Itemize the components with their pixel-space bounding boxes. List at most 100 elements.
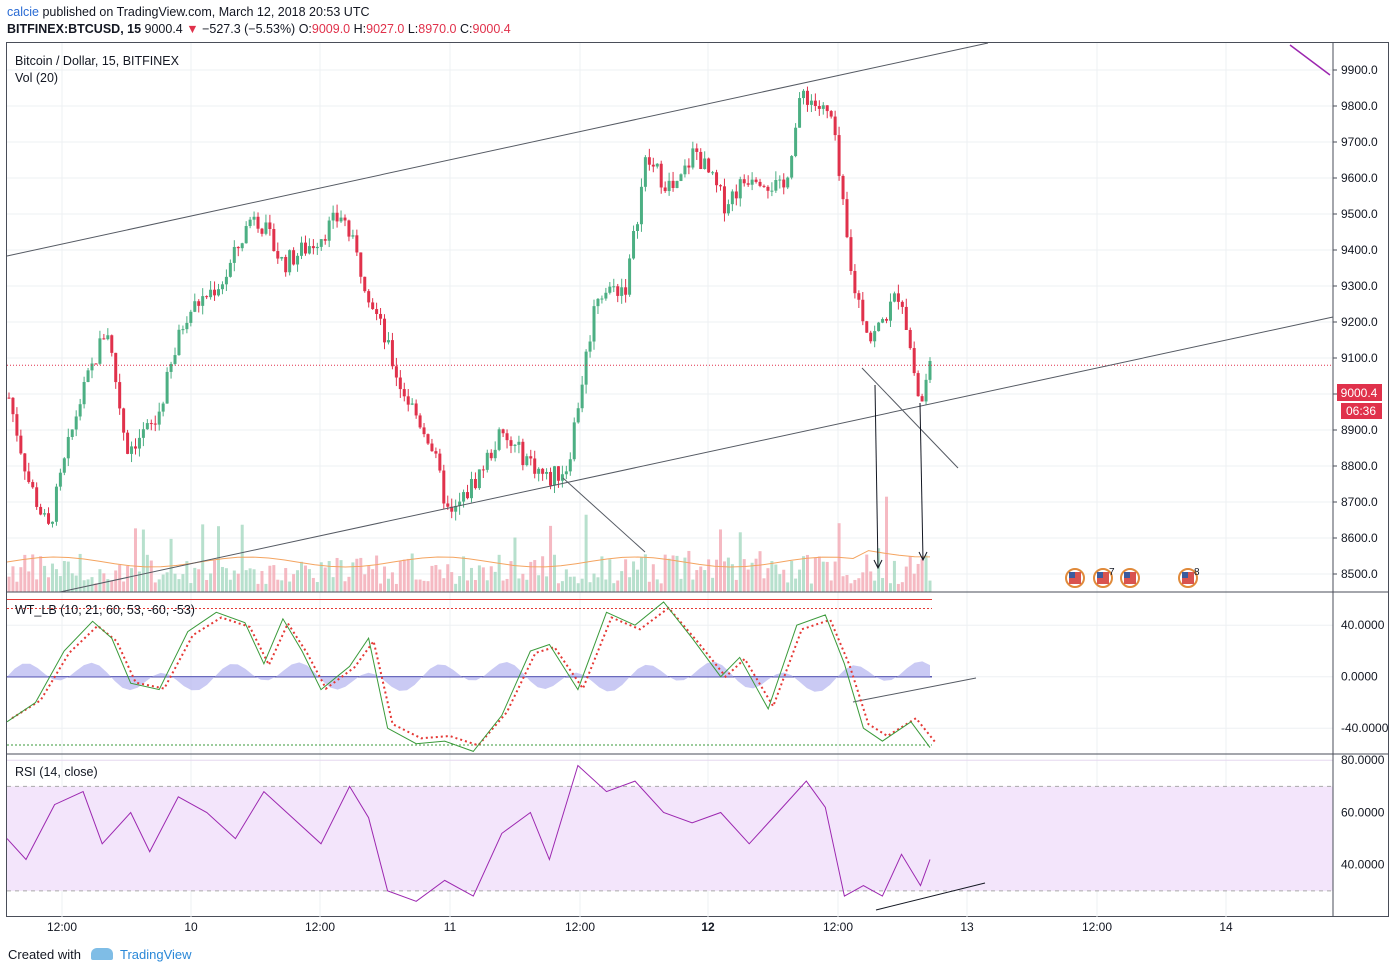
volume-bar [798, 569, 802, 592]
volume-bar [821, 561, 825, 592]
symbol-label[interactable]: BITFINEX:BTCUSD, 15 [7, 22, 142, 36]
trend-lines[interactable] [6, 42, 1334, 911]
volume-bar [434, 565, 438, 592]
candle-body [924, 379, 928, 402]
volume-bar [541, 556, 545, 592]
volume-bar [770, 561, 774, 592]
volume-bar [248, 568, 252, 592]
candle-body [244, 226, 248, 244]
volume-bar [825, 561, 829, 592]
volume-bar [149, 560, 153, 592]
volume-bar [730, 564, 734, 592]
volume-bar [454, 583, 458, 592]
volume-bar [390, 572, 394, 592]
candle-body [165, 371, 169, 404]
volume-bar [110, 580, 114, 592]
candle-body [114, 352, 118, 383]
volume-bar [817, 556, 821, 592]
candle-body [220, 284, 224, 290]
candle-body [133, 446, 137, 449]
candle-body [216, 289, 220, 296]
candle-body [70, 429, 74, 437]
volume-bar [446, 564, 450, 592]
tradingview-link[interactable]: TradingView [120, 947, 192, 962]
candle-body [288, 250, 292, 273]
candle-body [232, 246, 236, 263]
main-legend-title[interactable]: Bitcoin / Dollar, 15, BITFINEX [15, 54, 180, 68]
volume-bar [323, 567, 327, 592]
volume-bar [513, 537, 517, 592]
volume-bar [778, 574, 782, 592]
candle-body [612, 286, 616, 288]
trend-line [6, 42, 989, 257]
volume-bar [576, 583, 580, 592]
y-tick-label: 9900.0 [1341, 63, 1378, 77]
volume-bar [386, 578, 390, 592]
volume-bar [616, 580, 620, 592]
volume-legend[interactable]: Vol (20) [15, 71, 58, 85]
wt-tick-label: 0.0000 [1341, 670, 1378, 684]
candle-body [738, 179, 742, 199]
volume-bar [635, 569, 639, 592]
x-tick-label: 12:00 [823, 920, 853, 934]
rsi-legend[interactable]: RSI (14, close) [15, 765, 98, 779]
volume-bar [157, 579, 161, 592]
volume-bar [141, 529, 145, 592]
tradingview-logo-icon [90, 948, 113, 960]
volume-bar [639, 557, 643, 592]
volume-bar [280, 580, 284, 592]
candle-body [149, 423, 153, 425]
volume-bar [133, 528, 137, 592]
candle-body [608, 286, 612, 293]
candle-body [185, 322, 189, 330]
volume-bar [236, 573, 240, 592]
volume-bar [564, 569, 568, 592]
candle-body [260, 228, 264, 234]
candle-body [394, 366, 398, 378]
wt-legend[interactable]: WT_LB (10, 21, 60, 53, -60, -53) [15, 603, 195, 617]
volume-bar [647, 581, 651, 592]
candle-body [774, 180, 778, 191]
volume-bar [774, 564, 778, 592]
candle-body [201, 296, 205, 306]
candle-body [663, 187, 667, 192]
author-link[interactable]: calcie [7, 5, 39, 19]
volume-bar [861, 572, 865, 592]
candle-body [213, 289, 217, 296]
volume-bar [916, 563, 920, 592]
volume-bar [359, 557, 363, 592]
y-tick-label: 9500.0 [1341, 207, 1378, 221]
volume-bar [375, 555, 379, 592]
candle-body [141, 429, 145, 438]
candle-body [667, 180, 671, 192]
volume-bar [695, 570, 699, 592]
volume-bar [592, 573, 596, 592]
timer-badge-text: 06:36 [1346, 404, 1376, 418]
candle-body [493, 449, 497, 459]
volume-bar [521, 573, 525, 592]
candle-body [339, 217, 343, 222]
y-tick-label: 9400.0 [1341, 243, 1378, 257]
candle-body [390, 340, 394, 367]
candle-body [529, 456, 533, 459]
event-count: 8 [1194, 567, 1200, 578]
low-label: L: [407, 22, 419, 36]
volume-bar [632, 561, 636, 592]
x-tick-label: 11 [444, 920, 457, 934]
candle-body [576, 408, 580, 423]
volume-bar [430, 565, 434, 592]
volume-bar [264, 583, 268, 592]
candle-body [869, 332, 873, 342]
wavetrend-plot [6, 601, 936, 752]
candle-body [355, 235, 359, 253]
candle-body [224, 276, 228, 285]
volume-bar [754, 558, 758, 592]
wt-tick-label: 40.0000 [1341, 618, 1385, 632]
candle-body [284, 256, 288, 273]
volume-bar [659, 583, 663, 592]
volume-bar [315, 581, 319, 592]
volume-bar [78, 553, 82, 592]
volume-bar [94, 583, 98, 592]
